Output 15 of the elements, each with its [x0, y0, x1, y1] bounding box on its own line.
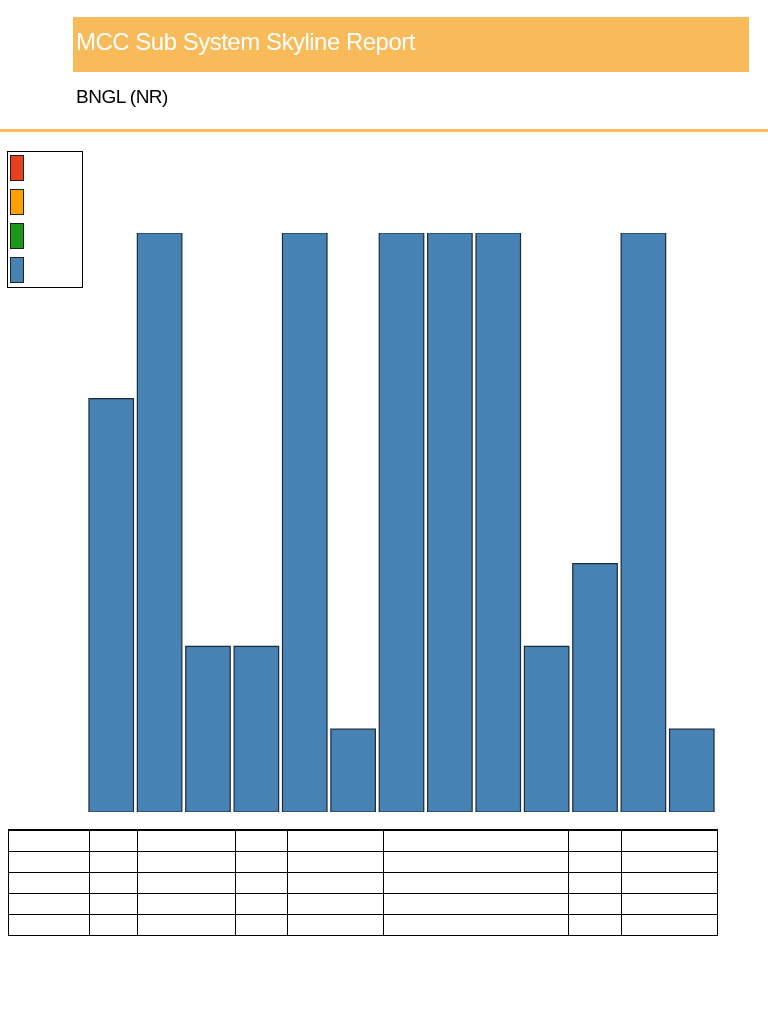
bar: [378, 233, 425, 812]
bar: [88, 397, 135, 812]
bar: [330, 728, 376, 812]
bar: [233, 645, 280, 812]
bar: [523, 645, 570, 812]
bar: [668, 728, 715, 812]
chart-title: MCC Sub System Skyline Report: [76, 28, 415, 56]
bar: [475, 233, 522, 812]
bar: [185, 645, 231, 812]
bar: [427, 233, 473, 812]
bar: [281, 233, 328, 812]
bar: [620, 233, 667, 812]
bar: [136, 233, 183, 812]
chart-subtitle: BNGL (NR): [76, 86, 168, 108]
bar: [572, 563, 618, 812]
